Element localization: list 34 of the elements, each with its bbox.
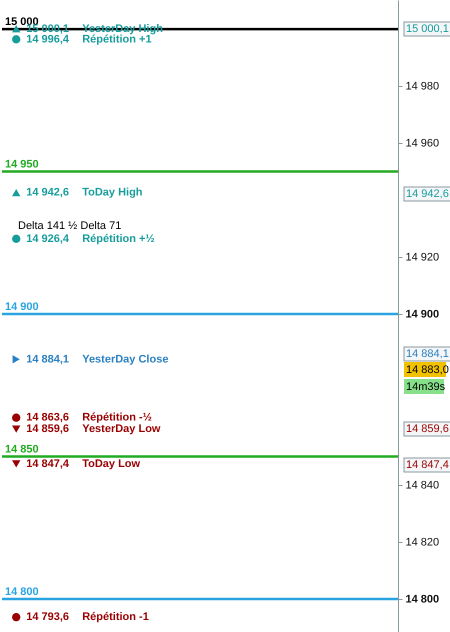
text: 14m39s (406, 381, 446, 393)
text: 14 884,1 (406, 348, 449, 360)
data-label: 14 863,6 (26, 412, 70, 424)
data-label: 14 847,4 (26, 458, 70, 470)
ref-line-label: 14 950 (5, 158, 39, 171)
y-tick-label: 14 800 (406, 593, 440, 606)
text: Répétition +1 (82, 33, 152, 46)
text: 14 859,6 (406, 423, 449, 435)
y-tick-label: 14 980 (406, 80, 440, 93)
text: ToDay High (82, 186, 143, 199)
data-label: 14 926,4 (26, 232, 70, 245)
text: 14 942,6 (406, 188, 449, 200)
y-tick-label: 14 820 (406, 536, 440, 548)
data-label: 14 859,6 (26, 423, 70, 436)
ref-line-label: 14 900 (5, 301, 39, 314)
text: 15 000,1 (406, 23, 449, 35)
text: 14 847,4 (406, 459, 449, 471)
y-tick-label: 14 920 (406, 252, 440, 264)
ref-line-label: 14 800 (5, 586, 39, 598)
text: Répétition -½ (82, 412, 152, 424)
annotation: Delta 141 ½ Delta 71 (18, 220, 122, 232)
y-tick-label: 14 960 (406, 138, 440, 150)
text: YesterDay Close (82, 353, 168, 366)
ref-line-label: 14 850 (5, 443, 39, 456)
data-label: 14 793,6 (26, 611, 70, 624)
text: YesterDay Low (82, 423, 161, 436)
data-label: 14 884,1 (26, 353, 70, 366)
y-tick-label: 14 840 (406, 479, 440, 492)
y-tick-label: 14 900 (406, 308, 440, 321)
data-label: 14 942,6 (26, 186, 70, 199)
text: ToDay Low (82, 458, 141, 470)
data-label: 14 996,4 (26, 33, 70, 46)
text: Répétition -1 (82, 611, 149, 624)
text: Répétition +½ (82, 232, 155, 245)
